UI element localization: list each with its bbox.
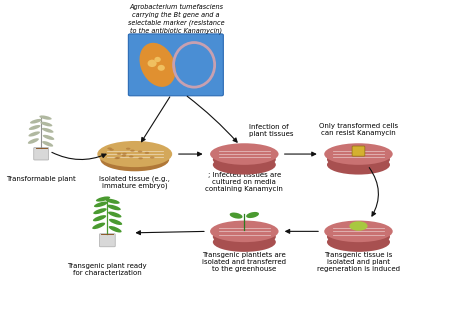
Ellipse shape	[94, 202, 108, 207]
Ellipse shape	[327, 227, 390, 246]
Ellipse shape	[107, 205, 121, 210]
Ellipse shape	[114, 157, 119, 159]
Ellipse shape	[122, 153, 127, 155]
FancyBboxPatch shape	[128, 34, 223, 96]
Text: Transgenic plantlets are
isolated and transferred
to the greenhouse: Transgenic plantlets are isolated and tr…	[202, 252, 286, 271]
Ellipse shape	[29, 125, 41, 130]
Ellipse shape	[107, 148, 112, 149]
Text: ; Infected tissues are
cultured on media
containing Kanamycin: ; Infected tissues are cultured on media…	[205, 173, 283, 192]
Text: Agrobacterium tumefasciens
carrying the Bt gene and a
selectable marker (resista: Agrobacterium tumefasciens carrying the …	[128, 4, 224, 33]
Ellipse shape	[138, 157, 143, 159]
Ellipse shape	[30, 119, 42, 124]
Ellipse shape	[122, 155, 126, 157]
Ellipse shape	[129, 155, 134, 158]
Ellipse shape	[130, 149, 135, 152]
Ellipse shape	[147, 60, 157, 67]
Ellipse shape	[327, 155, 390, 174]
Ellipse shape	[150, 156, 155, 159]
Ellipse shape	[39, 115, 52, 120]
Text: Isolated tissue (e.g.,
immature embryo): Isolated tissue (e.g., immature embryo)	[100, 175, 170, 190]
Ellipse shape	[109, 226, 122, 233]
Ellipse shape	[210, 143, 279, 165]
Ellipse shape	[246, 212, 259, 218]
Ellipse shape	[324, 143, 393, 165]
Ellipse shape	[28, 138, 39, 144]
Ellipse shape	[349, 221, 368, 231]
Ellipse shape	[97, 141, 172, 167]
Ellipse shape	[116, 157, 120, 159]
Ellipse shape	[100, 148, 169, 171]
Ellipse shape	[138, 150, 142, 153]
Ellipse shape	[108, 211, 121, 217]
Ellipse shape	[109, 149, 114, 151]
Ellipse shape	[210, 221, 279, 242]
Ellipse shape	[213, 232, 276, 252]
Ellipse shape	[213, 155, 276, 174]
Ellipse shape	[42, 141, 53, 147]
Ellipse shape	[126, 148, 130, 150]
Ellipse shape	[92, 222, 105, 229]
Ellipse shape	[93, 208, 107, 214]
Ellipse shape	[43, 135, 55, 140]
Ellipse shape	[105, 199, 120, 204]
FancyBboxPatch shape	[100, 234, 115, 247]
Ellipse shape	[96, 197, 110, 202]
Ellipse shape	[42, 128, 54, 133]
Ellipse shape	[155, 57, 161, 62]
Ellipse shape	[230, 213, 243, 219]
Ellipse shape	[157, 65, 165, 71]
Ellipse shape	[145, 152, 149, 154]
Text: Infection of
plant tissues: Infection of plant tissues	[249, 124, 293, 137]
Ellipse shape	[213, 227, 276, 246]
Ellipse shape	[40, 122, 52, 126]
Ellipse shape	[327, 149, 390, 169]
Ellipse shape	[117, 153, 121, 155]
Ellipse shape	[28, 131, 40, 137]
Text: Transgenic tissue is
isolated and plant
regeneration is induced: Transgenic tissue is isolated and plant …	[317, 252, 400, 271]
FancyBboxPatch shape	[352, 146, 365, 156]
Ellipse shape	[139, 43, 176, 87]
Ellipse shape	[327, 232, 390, 252]
Ellipse shape	[324, 221, 393, 242]
Ellipse shape	[93, 215, 106, 221]
Ellipse shape	[109, 219, 122, 225]
Text: Transformable plant: Transformable plant	[6, 176, 76, 182]
FancyBboxPatch shape	[34, 148, 49, 160]
Text: Only transformed cells
can resist Kanamycin: Only transformed cells can resist Kanamy…	[319, 123, 398, 136]
Text: Transgenic plant ready
for characterization: Transgenic plant ready for characterizat…	[68, 263, 147, 276]
Ellipse shape	[213, 149, 276, 169]
